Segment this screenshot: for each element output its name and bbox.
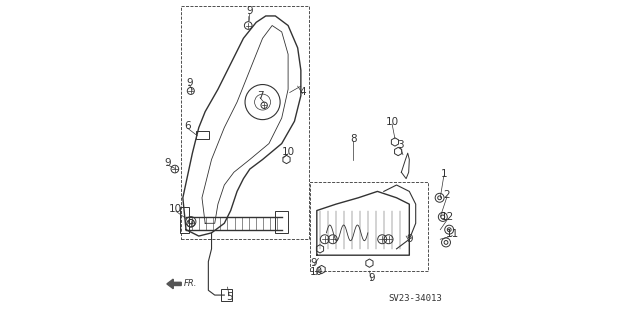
Text: 6: 6	[184, 121, 191, 131]
Polygon shape	[167, 279, 181, 289]
Text: 10: 10	[282, 146, 294, 157]
Text: 7: 7	[257, 91, 263, 101]
Text: 10: 10	[385, 117, 399, 127]
Text: 4: 4	[299, 86, 306, 97]
Bar	[180, 207, 189, 233]
Text: 11: 11	[445, 228, 459, 239]
Text: FR.: FR.	[184, 279, 197, 288]
Text: 8: 8	[350, 134, 357, 144]
Text: 9: 9	[246, 6, 253, 16]
Text: 10: 10	[310, 267, 323, 278]
Bar	[310, 182, 428, 271]
Text: 10: 10	[169, 204, 182, 214]
Text: 12: 12	[441, 212, 454, 222]
Text: 2: 2	[444, 189, 451, 200]
Text: 5: 5	[226, 292, 232, 302]
Text: 9: 9	[310, 258, 317, 268]
Bar	[275, 211, 288, 233]
Text: SV23-34013: SV23-34013	[389, 294, 443, 303]
Text: 9: 9	[186, 78, 193, 88]
Bar	[181, 6, 309, 239]
Bar	[221, 289, 232, 301]
Text: 3: 3	[397, 140, 404, 150]
Text: 9: 9	[406, 234, 413, 244]
Bar	[196, 131, 209, 139]
Text: 1: 1	[440, 169, 447, 179]
Text: 9: 9	[369, 273, 375, 283]
Text: 9: 9	[164, 158, 171, 168]
